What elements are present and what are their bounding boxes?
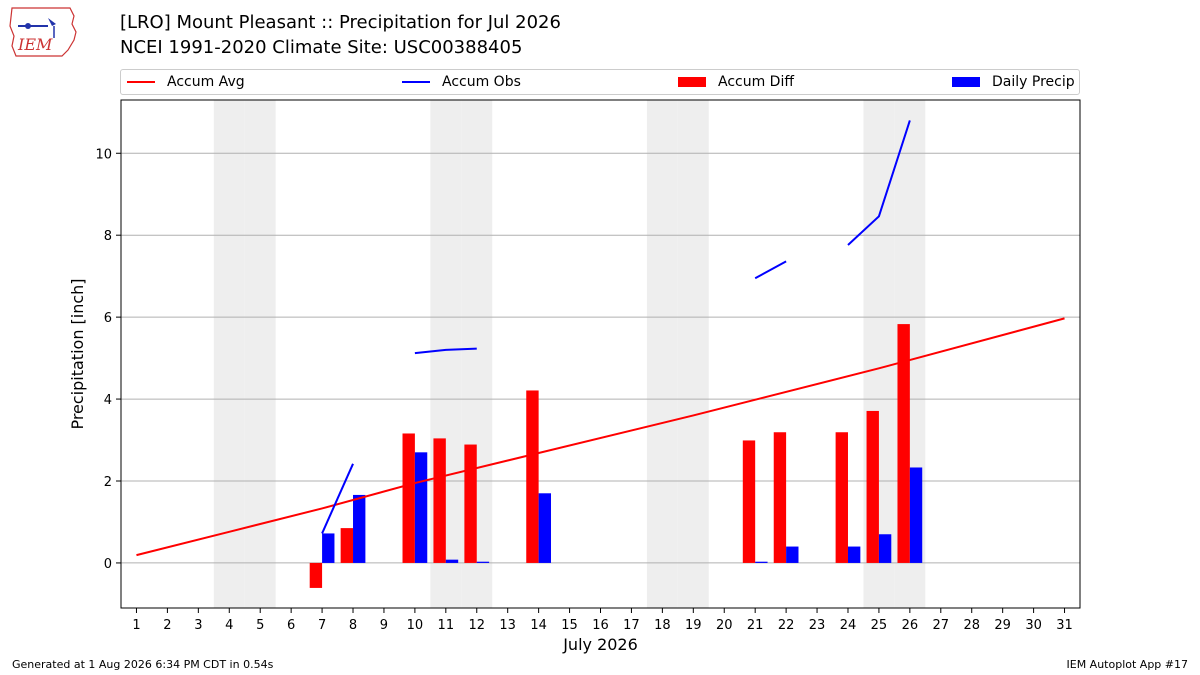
weekend-band	[461, 100, 493, 608]
legend-swatch-accum-obs	[402, 81, 430, 83]
diff-bar	[526, 390, 539, 563]
y-tick-label: 6	[104, 311, 112, 326]
x-tick-label: 2	[163, 618, 171, 633]
x-tick-label: 23	[809, 618, 826, 633]
y-tick-label: 2	[104, 475, 112, 490]
iem-logo: IEM	[9, 7, 77, 57]
accum-obs-line	[321, 463, 354, 534]
weekend-band	[863, 100, 895, 608]
x-tick-label: 25	[871, 618, 888, 633]
chart-title: [LRO] Mount Pleasant :: Precipitation fo…	[120, 12, 561, 33]
diff-bar	[773, 432, 787, 563]
weekend-band	[244, 100, 276, 608]
x-tick-label: 28	[963, 618, 980, 633]
daily-precip-bar	[353, 494, 366, 563]
x-tick-label: 6	[287, 618, 295, 633]
x-tick-label: 29	[994, 618, 1011, 633]
y-tick-label: 10	[95, 147, 112, 162]
legend-item-accum-obs: Accum Obs	[402, 70, 521, 94]
daily-precip-bar	[786, 546, 799, 563]
legend-label-accum-obs: Accum Obs	[442, 74, 521, 90]
x-tick-label: 19	[685, 618, 702, 633]
daily-precip-bar	[414, 452, 428, 563]
y-tick-label: 0	[104, 557, 112, 572]
x-tick-label: 31	[1056, 618, 1073, 633]
legend-label-daily-precip: Daily Precip	[992, 74, 1075, 90]
x-tick-label: 8	[349, 618, 357, 633]
diff-bar	[402, 433, 415, 563]
x-tick-label: 7	[318, 618, 326, 633]
accum-obs-line	[754, 260, 787, 280]
x-tick-label: 21	[747, 618, 764, 633]
x-tick-label: 26	[902, 618, 919, 633]
x-tick-label: 14	[530, 618, 547, 633]
accum-avg-line	[136, 317, 1065, 557]
x-tick-label: 4	[225, 618, 233, 633]
x-tick-label: 30	[1025, 618, 1042, 633]
chart-subtitle: NCEI 1991-2020 Climate Site: USC00388405	[120, 37, 523, 58]
x-tick-label: 5	[256, 618, 264, 633]
daily-precip-bar	[878, 534, 892, 563]
diff-bar	[433, 438, 446, 563]
legend-swatch-accum-diff	[678, 77, 706, 87]
weekend-band	[646, 100, 678, 608]
x-tick-label: 3	[194, 618, 202, 633]
daily-precip-bar	[445, 559, 459, 563]
legend-item-accum-avg: Accum Avg	[127, 70, 245, 94]
x-tick-label: 18	[654, 618, 671, 633]
y-tick-label: 8	[104, 229, 112, 244]
x-tick-label: 13	[499, 618, 516, 633]
plot-frame	[120, 99, 1081, 609]
footer-app-text: IEM Autoplot App #17	[1066, 658, 1189, 671]
legend-label-accum-diff: Accum Diff	[718, 74, 795, 90]
daily-precip-bar	[538, 493, 552, 563]
diff-bar	[866, 410, 879, 563]
legend-swatch-accum-avg	[127, 81, 155, 83]
weekend-band	[430, 100, 462, 608]
x-tick-label: 17	[623, 618, 640, 633]
diff-bar	[835, 432, 848, 563]
y-axis-label: Precipitation [inch]	[68, 278, 87, 429]
daily-precip-bar	[476, 561, 490, 563]
weekend-band	[894, 100, 926, 608]
daily-precip-bar	[847, 546, 861, 563]
footer-generated-text: Generated at 1 Aug 2026 6:34 PM CDT in 0…	[12, 658, 274, 671]
x-tick-label: 16	[592, 618, 609, 633]
daily-precip-bar	[909, 467, 923, 563]
legend: Accum Avg Accum Obs Accum Diff Daily Pre…	[120, 69, 1080, 95]
diff-bar	[340, 528, 354, 563]
accum-obs-line	[847, 120, 911, 246]
daily-precip-bar	[322, 533, 335, 563]
x-tick-label: 22	[778, 618, 795, 633]
legend-item-accum-diff: Accum Diff	[678, 70, 794, 94]
diff-bar	[897, 324, 910, 563]
x-tick-label: 10	[407, 618, 424, 633]
logo-text: IEM	[17, 35, 53, 54]
x-tick-label: 20	[716, 618, 733, 633]
x-tick-label: 12	[468, 618, 485, 633]
diff-bar	[309, 562, 323, 588]
y-tick-label: 4	[104, 393, 112, 408]
diff-bar	[464, 444, 477, 563]
x-tick-label: 27	[933, 618, 950, 633]
legend-swatch-daily-precip	[952, 77, 980, 87]
accum-obs-line	[414, 347, 477, 355]
weekend-band	[213, 100, 245, 608]
diff-bar	[742, 440, 756, 563]
x-tick-label: 9	[380, 618, 388, 633]
x-tick-label: 1	[132, 618, 140, 633]
x-axis-label: July 2026	[562, 635, 638, 654]
weekend-band	[677, 100, 709, 608]
x-tick-label: 15	[561, 618, 578, 633]
daily-precip-bar	[755, 561, 768, 563]
x-tick-label: 24	[840, 618, 857, 633]
x-tick-label: 11	[438, 618, 455, 633]
legend-label-accum-avg: Accum Avg	[167, 74, 245, 90]
legend-item-daily-precip: Daily Precip	[952, 70, 1075, 94]
